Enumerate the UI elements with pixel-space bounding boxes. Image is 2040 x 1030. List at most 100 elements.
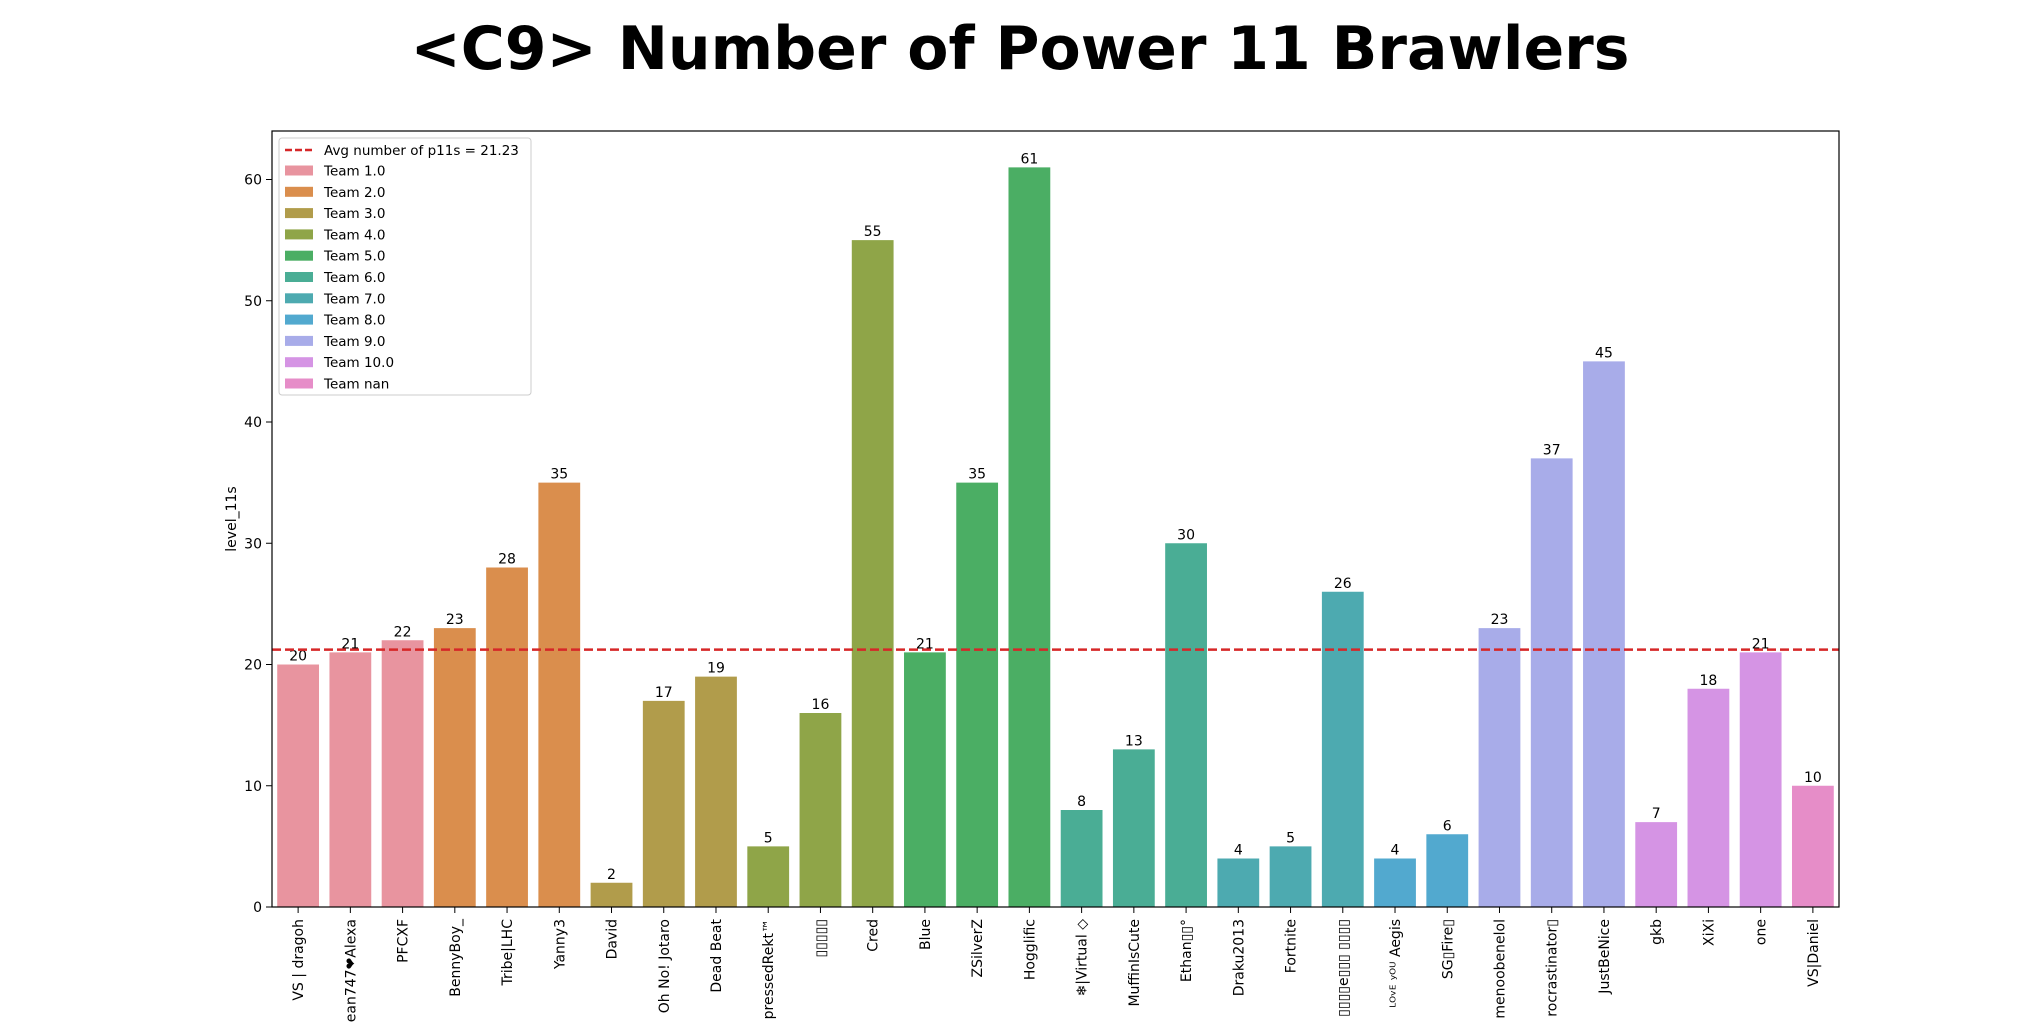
x-axis-ticks: VS | dragoh ean747❤Alexa PFCXF BennyBoy_ Tri…: [291, 907, 1822, 1022]
bar: [329, 652, 372, 907]
bar-value-label: 55: [864, 224, 882, 240]
legend-swatch: [285, 208, 313, 219]
x-tick-label: Ethan▯▯°: [1179, 919, 1195, 982]
legend-swatch: [285, 378, 313, 389]
bar: [1165, 543, 1207, 907]
legend-item-label: Team 6.0: [323, 270, 385, 286]
x-tick-label: menoobenelol: [1492, 919, 1508, 1019]
y-tick-label: 40: [244, 415, 262, 431]
bar-value-label: 5: [1286, 830, 1295, 846]
x-tick-label: XiXi: [1701, 919, 1717, 946]
x-tick-label: PFCXF: [396, 919, 412, 963]
bar: [799, 713, 842, 907]
bar-value-label: 22: [394, 624, 412, 640]
bar-value-label: 4: [1234, 843, 1243, 859]
bar-value-label: 8: [1077, 794, 1086, 810]
x-tick-label: SG▯Fire▯: [1440, 919, 1456, 979]
x-tick-label: David: [605, 919, 621, 959]
legend-item-label: Team 8.0: [323, 313, 385, 329]
x-tick-label: JustBeNice: [1597, 919, 1613, 995]
x-tick-label: ▯▯▯▯e▯▯▯ ▯▯▯▯: [1336, 919, 1352, 1017]
bar: [433, 628, 476, 907]
x-tick-label: Oh No! Jotaro: [657, 919, 673, 1013]
legend-average-label: Avg number of p11s = 21.23: [324, 143, 519, 159]
bar-value-label: 13: [1125, 733, 1143, 749]
bar: [851, 240, 894, 907]
legend-item-label: Team 9.0: [323, 334, 385, 350]
bar-value-label: 16: [812, 697, 830, 713]
bar: [1426, 834, 1469, 907]
bar: [277, 664, 320, 907]
legend-item-label: Team 10.0: [323, 355, 394, 371]
bar-value-label: 61: [1020, 151, 1038, 167]
bar: [1374, 858, 1416, 907]
x-tick-label: Fortnite: [1284, 919, 1300, 973]
legend-item-label: Team 1.0: [323, 164, 385, 180]
legend-box: [278, 137, 532, 396]
x-tick-label: ZSilverZ: [970, 919, 986, 978]
bar-value-label: 19: [707, 661, 725, 677]
legend-swatch: [285, 272, 313, 282]
x-tick-label: ❄|Virtual ◇: [1075, 919, 1091, 997]
legend-item-label: Team 4.0: [323, 227, 385, 243]
bar-value-label: 37: [1543, 442, 1561, 458]
x-tick-label: Yanny3: [552, 919, 568, 970]
bar: [1217, 858, 1260, 907]
x-tick-label: gkb: [1649, 919, 1665, 945]
legend-swatch: [285, 357, 313, 368]
legend-swatch: [285, 165, 313, 176]
bar: [486, 567, 528, 907]
y-tick-label: 60: [244, 173, 262, 189]
bar-value-label: 26: [1334, 576, 1352, 592]
bar: [1791, 785, 1834, 907]
bar-value-label: 35: [550, 467, 568, 483]
x-tick-label: pressedRekt™: [761, 919, 777, 1019]
x-tick-label: Hogglific: [1022, 919, 1038, 980]
x-tick-label: Tribe|LHC: [500, 919, 516, 987]
bar-value-label: 7: [1652, 806, 1661, 822]
bar-value-label: 30: [1177, 527, 1195, 543]
bar-value-label: 10: [1804, 770, 1822, 786]
y-tick-label: 10: [244, 779, 262, 795]
legend-item-label: Team 3.0: [323, 206, 385, 222]
bar-value-label: 28: [498, 552, 516, 568]
bar: [1635, 822, 1678, 907]
bar-value-label: 5: [764, 830, 773, 846]
legend-item-label: Team 2.0: [323, 185, 385, 201]
bar-value-label: 17: [655, 685, 673, 701]
x-tick-label: ▯▯▯▯▯: [813, 919, 829, 958]
bar: [1321, 591, 1364, 907]
bar: [1008, 167, 1051, 907]
bar: [1739, 652, 1782, 907]
bar-value-label: 2: [607, 867, 616, 883]
y-axis-ticks: 0 10 20 30 40 50 60: [244, 173, 272, 916]
bar: [1583, 361, 1625, 907]
bar-value-label: 20: [289, 649, 307, 665]
legend-item-label: Team 7.0: [323, 291, 385, 307]
legend-item-label: Team nan: [323, 377, 389, 393]
x-tick-label: VS | dragoh: [291, 919, 307, 1001]
bar: [590, 882, 633, 907]
bar: [747, 846, 790, 907]
x-tick-label: BennyBoy_: [448, 918, 464, 997]
legend-swatch: [285, 335, 313, 346]
x-tick-label: ean747❤Alexa: [343, 919, 359, 1022]
legend-swatch: [285, 293, 313, 304]
bar-value-label: 23: [1491, 612, 1509, 628]
bar: [381, 640, 424, 907]
bar-value-label: 6: [1443, 818, 1452, 834]
bar: [642, 700, 685, 907]
x-tick-label: ᴸᴼᵛᴱ ʸᴼᵁ Aegis: [1388, 919, 1404, 1008]
legend-items: Team 1.0 Team 2.0 Team 3.0 Team 4.0 Team 5.0…: [285, 164, 394, 393]
legend-swatch: [285, 186, 313, 197]
bar: [1478, 628, 1521, 907]
legend: Avg number of p11s = 21.23 Team 1.0 Team …: [278, 137, 532, 396]
bar: [904, 652, 946, 907]
x-tick-label: VS|Daniel: [1806, 919, 1822, 987]
bar-value-label: 35: [968, 467, 986, 483]
bar: [1269, 846, 1312, 907]
bar-value-label: 23: [446, 612, 464, 628]
x-tick-label: one: [1754, 919, 1770, 945]
y-axis-label: level_11s: [224, 486, 240, 551]
bar: [538, 482, 581, 907]
